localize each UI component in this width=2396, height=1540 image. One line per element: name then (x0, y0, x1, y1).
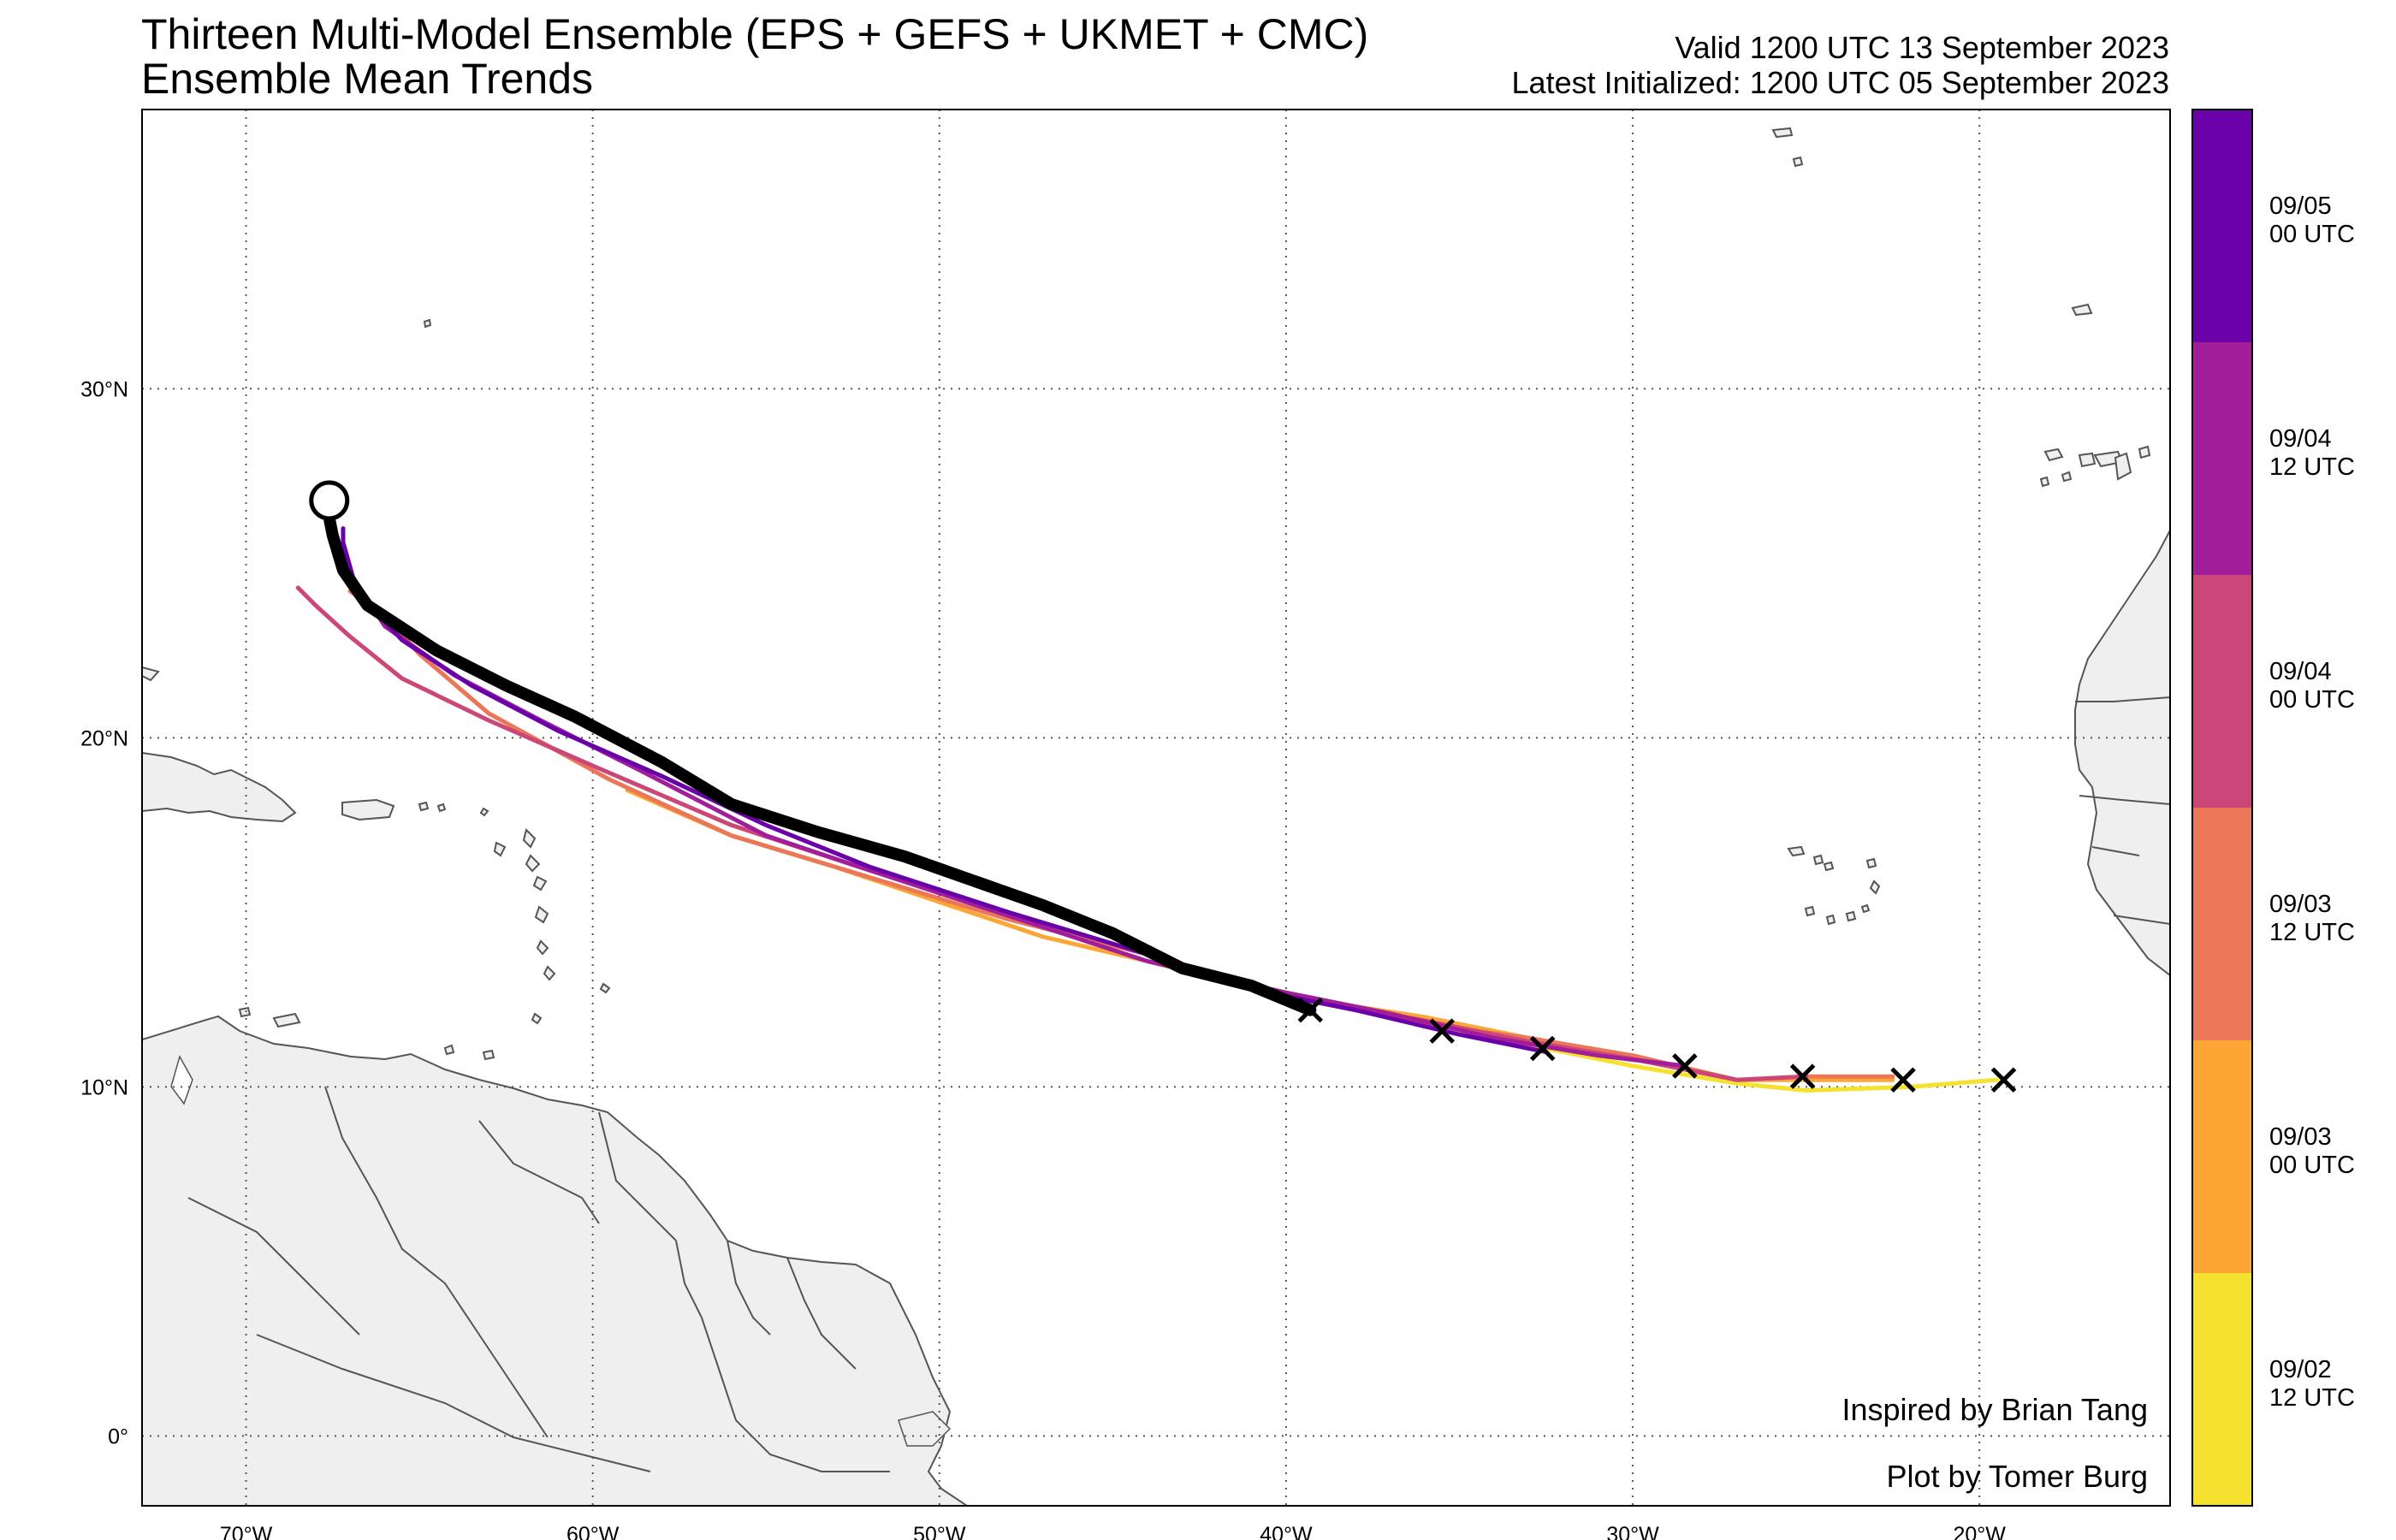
hispaniola-land (142, 751, 297, 823)
lat-tick-label: 10°N (80, 1075, 128, 1099)
colorbar-label-time: 12 UTC (2269, 1384, 2355, 1412)
track-start-x-marker (1990, 1067, 2017, 1093)
lon-tick-label: 40°W (1260, 1523, 1313, 1540)
madeira-islands (1771, 127, 2093, 317)
longitude-tick-labels: 70°W 60°W 50°W 40°W 30°W 20°W (220, 1523, 2006, 1540)
colorbar-bin (2192, 575, 2252, 808)
cape-verde-islands (1787, 845, 1881, 926)
latitude-tick-labels: 0° 10°N 20°N 30°N (80, 377, 128, 1448)
graticule (142, 110, 2170, 1506)
lon-tick-label: 50°W (913, 1523, 966, 1540)
canary-islands (2039, 445, 2151, 488)
track-start-x-marker (1529, 1035, 1556, 1062)
latest-mean-track (319, 495, 1317, 1016)
lat-tick-label: 30°N (80, 377, 128, 401)
africa-land (2074, 530, 2170, 977)
track-start-x-marker (1429, 1018, 1455, 1044)
track-start-x-marker (1789, 1063, 1816, 1089)
marajo-island (898, 1411, 952, 1447)
lon-tick-label: 20°W (1953, 1523, 2006, 1540)
colorbar-label-time: 00 UTC (2269, 221, 2355, 248)
puerto-rico-land (341, 798, 395, 821)
cuba-tip (142, 666, 160, 682)
colorbar-label-date: 09/03 (2269, 891, 2332, 918)
colorbar-label-date: 09/04 (2269, 425, 2332, 453)
credit-plot: Plot by Tomer Burg (1887, 1459, 2148, 1494)
land-layer (142, 127, 2170, 1506)
south-america-land (142, 1015, 969, 1506)
colorbar-label-date: 09/03 (2269, 1123, 2332, 1151)
colorbar-label-date: 09/02 (2269, 1356, 2332, 1383)
colorbar-label-time: 00 UTC (2269, 1152, 2355, 1179)
colorbar-bin (2192, 342, 2252, 575)
country-borders (187, 1086, 890, 1472)
colorbar-frame (2191, 109, 2253, 1507)
valid-time: Valid 1200 UTC 13 September 2023 (1675, 30, 2169, 65)
track-start-x-marker (1297, 997, 1324, 1023)
colorbar-bin (2192, 1040, 2252, 1273)
track-start-x-marker (1672, 1053, 1698, 1079)
track-start-x-marker (1890, 1067, 1916, 1093)
latest-position-layer (309, 480, 350, 521)
lat-tick-label: 0° (108, 1424, 128, 1448)
credit-inspired: Inspired by Brian Tang (1841, 1392, 2148, 1427)
lon-tick-label: 30°W (1606, 1523, 1659, 1540)
colorbar-label-time: 12 UTC (2269, 919, 2355, 946)
africa-borders (2075, 696, 2170, 925)
lon-tick-label: 60°W (566, 1523, 620, 1540)
colorbar-bin (2192, 110, 2252, 342)
colorbar-label-time: 00 UTC (2269, 686, 2355, 714)
colorbar-label-time: 12 UTC (2269, 453, 2355, 481)
colorbar-bin (2192, 1273, 2252, 1506)
colorbar-label-date: 09/04 (2269, 658, 2332, 685)
lon-tick-label: 70°W (220, 1523, 273, 1540)
colorbar-label-date: 09/05 (2269, 192, 2332, 220)
latest-position-circle (309, 480, 350, 521)
lake-maracaibo (170, 1055, 193, 1105)
initialized-time: Latest Initialized: 1200 UTC 05 Septembe… (1511, 65, 2169, 100)
track-start-markers (1297, 997, 2017, 1093)
lesser-antilles (238, 318, 611, 1061)
lat-tick-label: 20°N (80, 726, 128, 750)
title-line-1: Thirteen Multi-Model Ensemble (EPS + GEF… (141, 10, 1369, 58)
colorbar-bin (2192, 808, 2252, 1040)
map-frame (141, 109, 2171, 1507)
title-line-2: Ensemble Mean Trends (141, 55, 594, 103)
